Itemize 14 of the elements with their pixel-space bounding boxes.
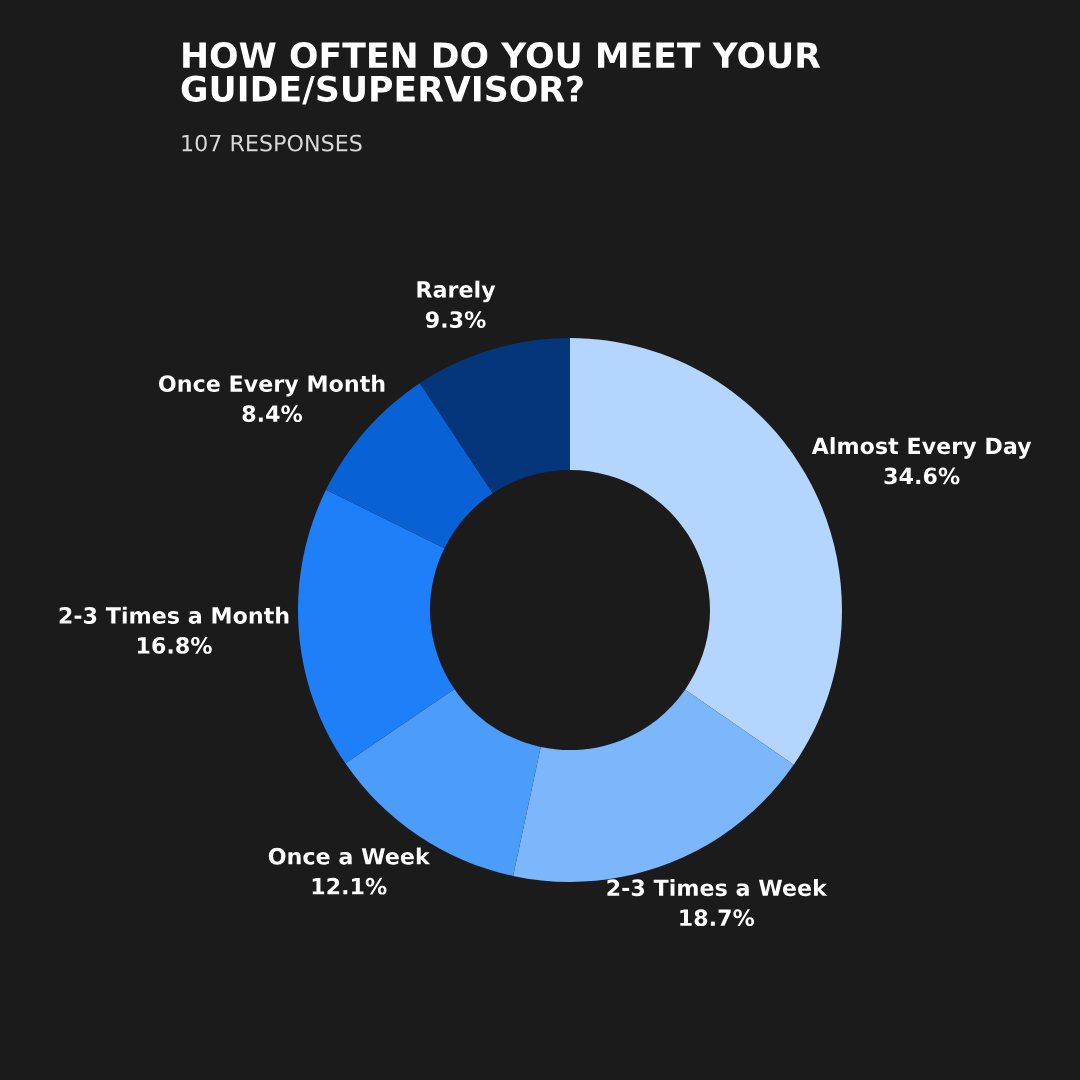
data-label: 12.1% — [312, 877, 387, 895]
data-label: 8.4% — [242, 405, 303, 423]
slice-label: Rarely — [417, 280, 496, 303]
slice-label: Once a Week — [268, 847, 431, 865]
data-label: 18.7% — [680, 909, 755, 927]
data-label: 16.8% — [137, 637, 212, 654]
chart-subtitle: 107 RESPONSES — [182, 134, 362, 152]
slice-label: Almost Every Day — [811, 437, 1032, 459]
slice-label: Once Every Month — [158, 374, 385, 397]
data-label: 9.3% — [425, 311, 486, 328]
slice-label: 2-3 Times a Month — [59, 606, 289, 624]
chart-title: HOW OFTEN DO YOU MEET YOUR GUIDE/SUPERVISOR? — [181, 42, 821, 105]
data-label: 34.6% — [884, 467, 960, 485]
slice-label: 2-3 Times a Week — [607, 878, 828, 897]
